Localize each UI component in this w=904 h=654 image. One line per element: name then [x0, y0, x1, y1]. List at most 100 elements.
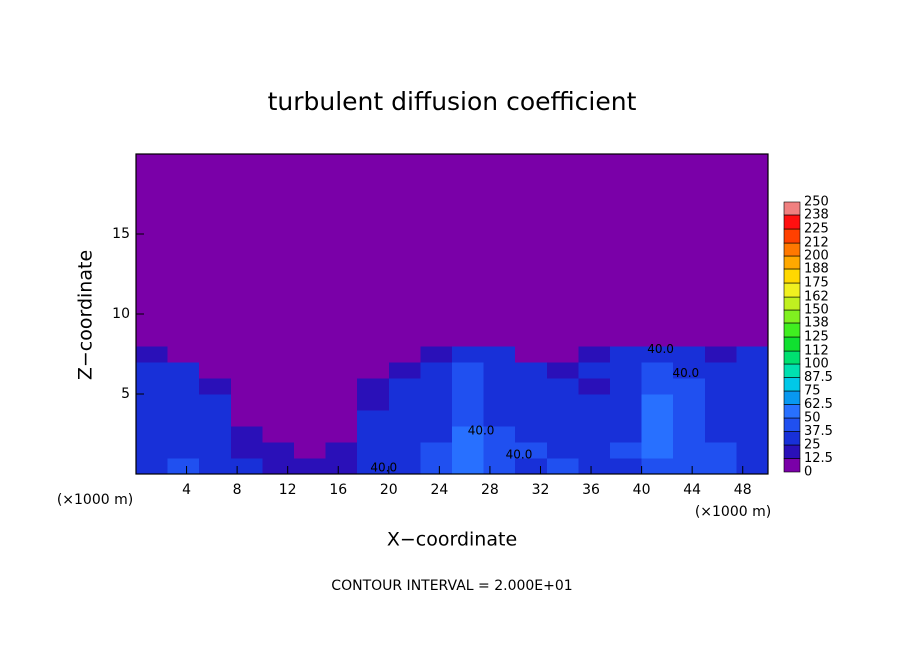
colorbar-label: 212 [804, 236, 829, 251]
cell [136, 362, 169, 379]
cell [452, 378, 485, 395]
cell [230, 426, 263, 443]
colorbar-label: 50 [804, 411, 821, 426]
cell [199, 410, 232, 427]
colorbar-label: 112 [804, 344, 829, 359]
cell [230, 378, 263, 395]
x-tick-label: 24 [430, 482, 448, 498]
cell [294, 378, 327, 395]
cell [736, 426, 769, 443]
cell [230, 442, 263, 459]
cell [452, 362, 485, 379]
cell [546, 378, 579, 395]
cell [357, 362, 390, 379]
cell [167, 346, 200, 363]
cell [199, 442, 232, 459]
cell [704, 410, 737, 427]
cell [199, 362, 232, 379]
x-tick-label: 44 [683, 482, 701, 498]
cell [515, 154, 548, 347]
cell [325, 378, 358, 395]
cell [641, 378, 674, 395]
cell [704, 346, 737, 363]
cell [199, 394, 232, 411]
colorbar-segment [783, 268, 801, 284]
colorbar-label: 125 [804, 330, 829, 345]
cell [610, 394, 643, 411]
cell [294, 442, 327, 459]
cell [736, 458, 769, 475]
colorbar-segment [783, 350, 801, 365]
cell [736, 410, 769, 427]
cell [610, 410, 643, 427]
colorbar-label: 225 [804, 222, 829, 237]
cell [483, 458, 516, 475]
cell [736, 346, 769, 363]
cell [388, 346, 421, 363]
cell [673, 378, 706, 395]
cell [578, 378, 611, 395]
x-tick-label: 40 [633, 482, 651, 498]
cell [515, 394, 548, 411]
cell [167, 410, 200, 427]
cell [230, 362, 263, 379]
cell [452, 346, 485, 363]
y-unit: (×1000 m) [57, 492, 133, 508]
cell [357, 394, 390, 411]
cell [452, 426, 485, 443]
cell [136, 346, 169, 363]
cell [515, 410, 548, 427]
cell [357, 426, 390, 443]
cell [578, 346, 611, 363]
colorbar-segment [783, 242, 801, 257]
cell [578, 362, 611, 379]
x-tick-label: 48 [734, 482, 752, 498]
colorbar-label: 25 [804, 438, 821, 453]
x-tick-label: 36 [582, 482, 600, 498]
cell [325, 346, 358, 363]
colorbar-segment [783, 390, 801, 405]
cell [641, 346, 674, 363]
cell [483, 410, 516, 427]
colorbar-segment [783, 228, 801, 244]
cell [388, 154, 421, 347]
cell [388, 442, 421, 459]
cell [546, 394, 579, 411]
cell [325, 362, 358, 379]
cell [357, 346, 390, 363]
x-tick-label: 28 [481, 482, 499, 498]
cell [262, 346, 295, 363]
contour-label: 40.0 [647, 342, 674, 356]
cell [262, 154, 295, 347]
cell [546, 346, 579, 363]
y-tick-label: 10 [112, 306, 130, 322]
cell [736, 154, 769, 347]
cell [199, 426, 232, 443]
cell [388, 378, 421, 395]
cell [452, 458, 485, 475]
colorbar-label: 37.5 [804, 424, 833, 439]
x-tick-label: 32 [532, 482, 550, 498]
cell [136, 458, 169, 475]
cell [704, 458, 737, 475]
cell [578, 410, 611, 427]
cell [641, 426, 674, 443]
colorbar-segment [783, 377, 801, 392]
colorbar-label: 12.5 [804, 451, 833, 466]
cell [325, 394, 358, 411]
cell [483, 362, 516, 379]
cell [641, 442, 674, 459]
cell [388, 458, 421, 475]
colorbar-label: 162 [804, 290, 829, 305]
cell [325, 410, 358, 427]
cell [515, 362, 548, 379]
cell [610, 458, 643, 475]
cell [294, 458, 327, 475]
colorbar-segment [783, 201, 801, 216]
cell [294, 362, 327, 379]
cell [546, 362, 579, 379]
cell [199, 346, 232, 363]
cell [704, 154, 737, 347]
cell [420, 378, 453, 395]
colorbar-label: 150 [804, 303, 829, 318]
